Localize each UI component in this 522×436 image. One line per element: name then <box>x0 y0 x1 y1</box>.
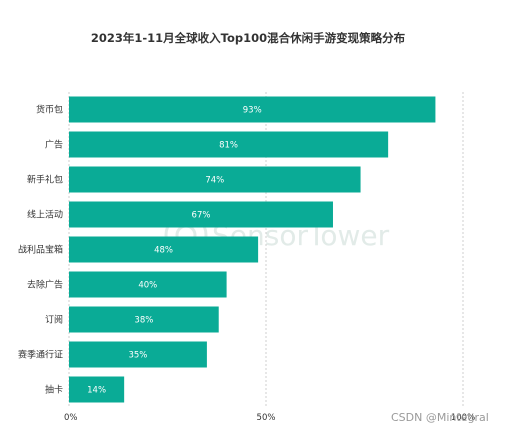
x-tick-label: 50% <box>257 413 276 423</box>
category-label: 去除广告 <box>27 279 63 291</box>
category-label: 赛季通行证 <box>18 349 63 361</box>
category-label: 货币包 <box>36 104 63 116</box>
x-axis-ticks: 0% 50% 100% <box>64 413 475 423</box>
x-tick-label: 0% <box>64 413 78 423</box>
category-label: 订阅 <box>45 315 63 326</box>
bar-value-label: 14% <box>87 386 106 396</box>
category-label: 战利品宝箱 <box>18 244 63 256</box>
value-labels: 93% 81% 74% 67% 48% 40% 38% 35% 14% <box>87 106 262 396</box>
bar <box>69 96 436 123</box>
bar <box>69 131 389 158</box>
credit-watermark: CSDN @Mintegral <box>391 411 489 424</box>
chart-title: 2023年1-11月全球收入Top100混合休闲手游变现策略分布 <box>91 31 406 45</box>
bar-value-label: 81% <box>219 141 238 151</box>
bar-value-label: 67% <box>192 211 211 221</box>
bar <box>69 306 219 333</box>
bar-value-label: 74% <box>205 176 224 186</box>
bar <box>69 341 207 368</box>
bar <box>69 376 125 403</box>
x-tick-label: 100% <box>451 413 475 423</box>
bar-value-label: 48% <box>154 246 173 256</box>
bar-value-label: 93% <box>243 106 262 116</box>
category-label: 新手礼包 <box>27 174 63 186</box>
bar-value-label: 38% <box>134 316 153 326</box>
bar-value-label: 40% <box>138 281 157 291</box>
bar-value-label: 35% <box>128 351 147 361</box>
bar <box>69 201 333 228</box>
bars <box>69 96 436 403</box>
category-label: 广告 <box>45 139 63 151</box>
bar <box>69 271 227 298</box>
category-label: 线上活动 <box>27 209 63 221</box>
bar <box>69 236 259 263</box>
category-label: 抽卡 <box>45 384 63 396</box>
bar <box>69 166 361 193</box>
